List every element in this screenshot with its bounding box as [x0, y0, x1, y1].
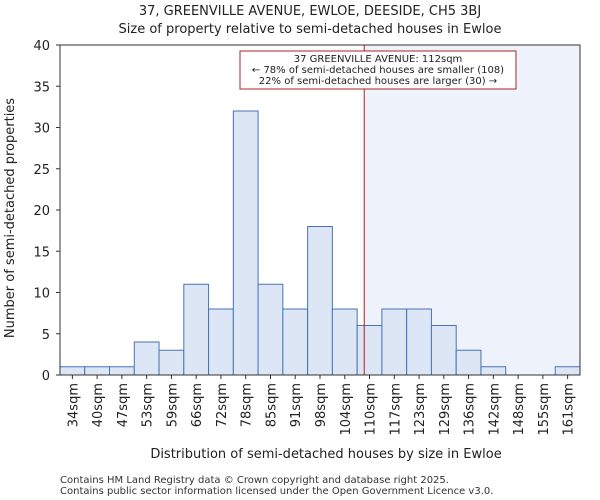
x-tick-label: 110sqm: [364, 383, 379, 436]
y-tick-label: 30: [33, 122, 50, 137]
x-tick-label: 72sqm: [215, 383, 230, 427]
x-tick-label: 136sqm: [463, 383, 478, 436]
x-tick-label: 148sqm: [512, 383, 527, 436]
y-axis-label: Number of semi-detached properties: [3, 98, 18, 338]
y-tick-label: 5: [42, 328, 50, 343]
bar-34sqm: [59, 366, 86, 376]
x-tick-label: 129sqm: [438, 383, 453, 436]
bar-129sqm: [430, 325, 457, 376]
x-ticks: 34sqm 40sqm 47sqm 53sqm 59sqm 66sqm 72sqm 78sqm…: [66, 375, 577, 436]
x-tick-label: 40sqm: [91, 383, 106, 427]
chart-subtitle: Size of property relative to semi-detach…: [119, 22, 502, 37]
footer-line-1: Contains HM Land Registry data © Crown c…: [60, 475, 449, 486]
x-tick-label: 161sqm: [562, 383, 577, 436]
y-tick-label: 15: [33, 245, 50, 260]
bar-136sqm: [455, 349, 482, 376]
x-tick-label: 53sqm: [141, 383, 156, 427]
bar-110sqm: [356, 325, 383, 376]
annotation-box: 37 GREENVILLE AVENUE: 112sqm ← 78% of se…: [239, 50, 517, 90]
y-tick-label: 0: [42, 369, 50, 384]
x-tick-label: 142sqm: [487, 383, 502, 436]
bar-91sqm: [282, 308, 309, 376]
x-tick-label: 104sqm: [339, 383, 354, 436]
bar-53sqm: [133, 341, 160, 376]
annotation-larger: 22% of semi-detached houses are larger (…: [259, 76, 497, 87]
x-tick-label: 59sqm: [165, 383, 180, 427]
bar-123sqm: [406, 308, 432, 376]
bar-47sqm: [109, 366, 135, 376]
x-tick-label: 98sqm: [314, 383, 329, 427]
annotation-smaller: ← 78% of semi-detached houses are smalle…: [252, 65, 504, 76]
bar-85sqm: [257, 283, 284, 376]
bar-117sqm: [381, 308, 408, 376]
x-axis-label: Distribution of semi-detached houses by …: [150, 447, 501, 462]
bar-78sqm: [232, 110, 259, 376]
x-tick-label: 91sqm: [289, 383, 304, 427]
annotation-title: 37 GREENVILLE AVENUE: 112sqm: [294, 54, 463, 65]
x-tick-label: 123sqm: [413, 383, 428, 436]
x-tick-label: 78sqm: [240, 383, 255, 427]
x-tick-label: 85sqm: [264, 383, 279, 427]
y-tick-label: 40: [33, 39, 50, 54]
y-tick-label: 10: [33, 287, 50, 302]
bar-161sqm: [554, 366, 581, 376]
x-tick-label: 66sqm: [190, 383, 205, 427]
x-tick-label: 34sqm: [66, 383, 81, 427]
bar-40sqm: [84, 366, 111, 376]
bar-142sqm: [480, 366, 507, 376]
bar-66sqm: [183, 283, 210, 376]
x-tick-label: 117sqm: [388, 383, 403, 436]
x-tick-label: 155sqm: [537, 383, 552, 436]
bar-104sqm: [331, 308, 358, 376]
footer-line-2: Contains public sector information licen…: [60, 486, 493, 497]
bar-59sqm: [158, 349, 185, 376]
y-ticks: 0 5 10 15 20 25 30 35 40: [33, 39, 60, 384]
bar-98sqm: [307, 226, 333, 376]
bar-72sqm: [208, 308, 234, 376]
x-tick-label: 47sqm: [116, 383, 131, 427]
chart-title: 37, GREENVILLE AVENUE, EWLOE, DEESIDE, C…: [139, 4, 481, 19]
plot-frame: [59, 44, 581, 376]
y-tick-label: 35: [33, 80, 50, 95]
y-tick-label: 25: [33, 163, 50, 178]
y-tick-label: 20: [33, 204, 50, 219]
bars: [59, 110, 581, 376]
